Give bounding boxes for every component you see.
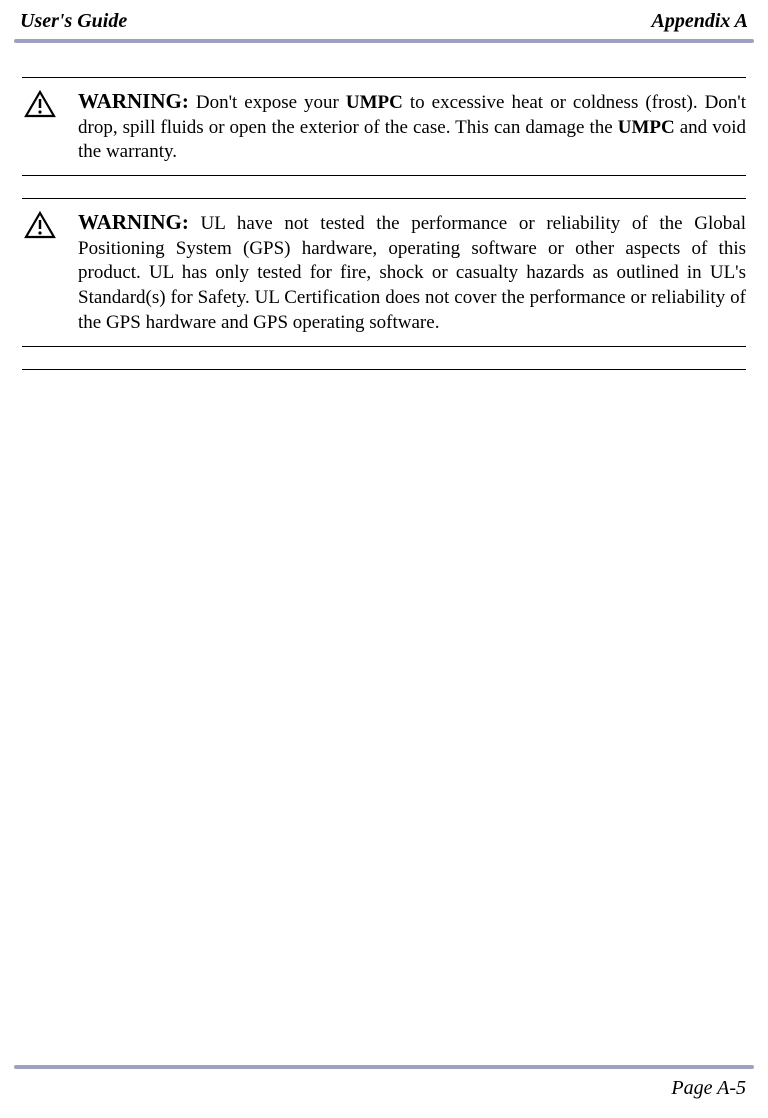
header-left: User's Guide [20, 10, 127, 33]
warning-block: WARNING: Don't expose your UMPC to exces… [22, 77, 746, 176]
footer-rule [14, 1065, 754, 1069]
warning-text: WARNING: UL have not tested the performa… [78, 209, 746, 335]
warning-body-text: Don't expose your [189, 92, 346, 113]
warning-block: WARNING: UL have not tested the performa… [22, 198, 746, 346]
content-divider [22, 369, 746, 370]
warning-text: WARNING: Don't expose your UMPC to exces… [78, 88, 746, 165]
warning-label: WARNING: [78, 210, 189, 234]
warning-icon [22, 209, 78, 239]
page-content: WARNING: Don't expose your UMPC to exces… [0, 47, 768, 1065]
bold-term: UMPC [618, 117, 675, 138]
warning-label: WARNING: [78, 89, 189, 113]
bold-term: UMPC [346, 92, 403, 113]
page-footer: Page A-5 [0, 1065, 768, 1118]
header-rule [14, 39, 754, 43]
page-header: User's Guide Appendix A [0, 0, 768, 39]
header-right: Appendix A [652, 10, 749, 33]
warning-icon [22, 88, 78, 118]
page-number: Page A-5 [0, 1077, 768, 1118]
